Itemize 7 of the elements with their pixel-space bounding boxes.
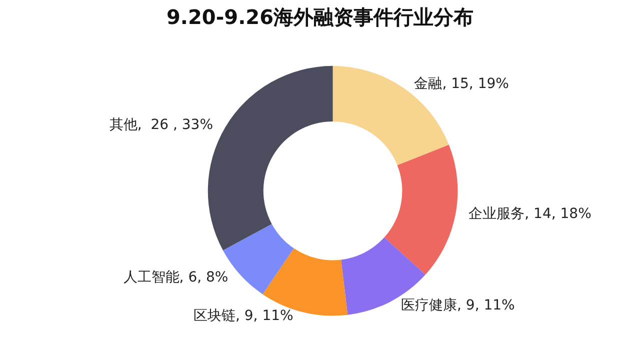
slice-label: 其他, 26 , 33% [109, 116, 214, 133]
slice-label: 企业服务, 14, 18% [468, 206, 592, 222]
slice-label: 金融, 15, 19% [414, 76, 509, 92]
slice-label: 人工智能, 6, 8% [123, 269, 228, 286]
slice-label: 医疗健康, 9, 11% [401, 297, 515, 314]
slice-label: 区块链, 9, 11% [194, 308, 294, 324]
chart-title: 9.20-9.26海外融资事件行业分布 [166, 5, 474, 29]
